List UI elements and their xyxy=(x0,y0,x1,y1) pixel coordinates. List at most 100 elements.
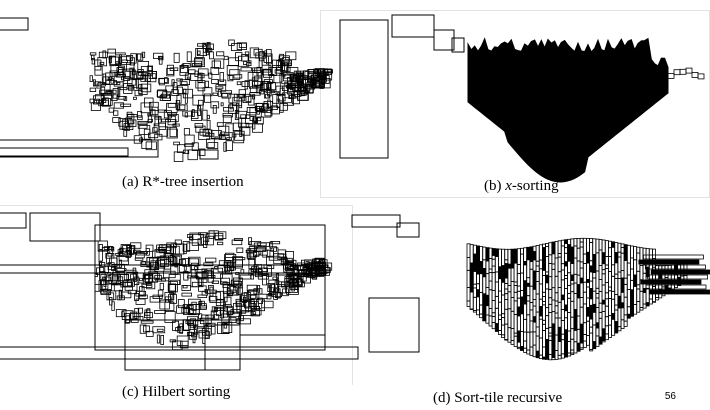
mbr-rect xyxy=(620,319,625,330)
mbr-rect xyxy=(148,132,159,139)
mbr-rect xyxy=(240,295,249,302)
mbr-rect xyxy=(133,135,142,144)
mbr-rect xyxy=(626,244,631,264)
mbr-rect xyxy=(220,277,230,285)
mbr-rect xyxy=(184,134,195,145)
mbr-rect xyxy=(585,237,590,253)
mbr-rect xyxy=(554,240,559,259)
mbr-rect xyxy=(614,242,619,254)
mbr-rect xyxy=(507,308,512,329)
mbr-rect xyxy=(607,290,612,299)
mbr-rect xyxy=(532,305,537,318)
mbr-rect xyxy=(560,294,565,301)
mbr-rect xyxy=(214,58,225,69)
mbr-rect xyxy=(194,123,204,128)
mbr-rect xyxy=(501,281,506,296)
mbr-rect xyxy=(234,130,245,141)
mbr-rect xyxy=(198,300,205,307)
mbr-rect xyxy=(567,244,572,262)
mbr-rect xyxy=(220,90,232,94)
mbr-rect xyxy=(620,252,625,271)
mbr-rect xyxy=(110,65,120,74)
mbr-rect xyxy=(538,298,543,307)
mbr-rect xyxy=(545,288,550,309)
mbr-rect xyxy=(651,301,656,303)
mbr-rect xyxy=(472,253,477,267)
mbr-rect xyxy=(601,299,606,305)
mbr-rect xyxy=(519,296,524,310)
mbr-rect xyxy=(191,269,198,278)
mbr-rect xyxy=(611,275,616,292)
mbr-rect xyxy=(134,257,144,261)
mbr-rect xyxy=(601,263,606,271)
mbr-rect xyxy=(598,249,603,266)
mbr-rect xyxy=(551,311,556,325)
mbr-rect xyxy=(491,322,496,330)
mbr-rect xyxy=(205,235,214,246)
mbr-rect xyxy=(494,323,499,332)
mbr-rect xyxy=(582,281,587,293)
panel-c-hilbert-sorting xyxy=(0,205,359,380)
mbr-rect xyxy=(282,57,290,66)
mbr-rect xyxy=(260,69,271,73)
mbr-rect xyxy=(145,141,157,151)
mbr-rect xyxy=(485,294,490,307)
mbr-rect xyxy=(620,307,625,321)
mbr-rect xyxy=(623,244,628,261)
mbr-rect xyxy=(620,277,625,293)
mbr-rect xyxy=(604,333,609,341)
mbr-rect xyxy=(510,267,515,283)
mbr-rect xyxy=(107,280,112,291)
mbr-rect xyxy=(623,277,628,285)
mbr-rect xyxy=(198,313,203,320)
mbr-rect xyxy=(667,73,675,79)
mbr-rect xyxy=(113,102,124,109)
mbr-rect xyxy=(633,286,638,305)
mbr-rect xyxy=(254,247,267,252)
mbr-rect xyxy=(289,274,301,279)
mbr-rect xyxy=(279,73,283,83)
mbr-rect xyxy=(319,260,324,269)
mbr-rect xyxy=(617,278,622,297)
caption-c: (c) Hilbert sorting xyxy=(122,384,230,401)
mbr-rect xyxy=(208,72,213,79)
mbr-rect xyxy=(266,87,272,97)
mbr-rect xyxy=(186,76,190,80)
mbr-rect xyxy=(598,302,603,313)
mbr-rect xyxy=(205,257,217,263)
mbr-rect xyxy=(116,67,123,73)
mbr-rect xyxy=(570,283,575,293)
mbr-rect xyxy=(206,120,211,130)
mbr-rect xyxy=(554,350,559,360)
mbr-rect xyxy=(538,306,543,317)
mbr-rect xyxy=(198,68,209,76)
mbr-rect xyxy=(535,265,540,272)
mbr-rect xyxy=(504,299,509,310)
mbr-rect xyxy=(611,264,616,277)
mbr-rect xyxy=(507,291,512,310)
mbr-rect xyxy=(235,52,243,62)
mbr-rect xyxy=(98,280,102,292)
mbr-rect xyxy=(548,332,553,337)
mbr-rect xyxy=(563,278,568,289)
mbr-rect xyxy=(303,70,310,77)
mbr-rect xyxy=(611,318,616,336)
mbr-rect xyxy=(202,87,213,97)
mbr-rect xyxy=(182,241,191,252)
mbr-rect xyxy=(491,316,496,323)
caption-d: (d) Sort-tile recursive xyxy=(433,390,562,407)
mbr-rect xyxy=(482,311,487,321)
mbr-rect xyxy=(187,304,200,316)
mbr-rect xyxy=(592,261,597,273)
mbr-rect xyxy=(469,262,474,281)
mbr-rect xyxy=(396,222,420,238)
mbr-rect xyxy=(645,248,650,268)
mbr-rect xyxy=(146,65,154,71)
mbr-rect xyxy=(626,274,631,291)
mbr-rect xyxy=(139,277,143,282)
mbr-rect xyxy=(279,102,284,113)
mbr-rect xyxy=(620,270,625,279)
mbr-rect xyxy=(516,290,521,299)
mbr-rect xyxy=(541,330,546,348)
mbr-rect xyxy=(266,55,272,65)
